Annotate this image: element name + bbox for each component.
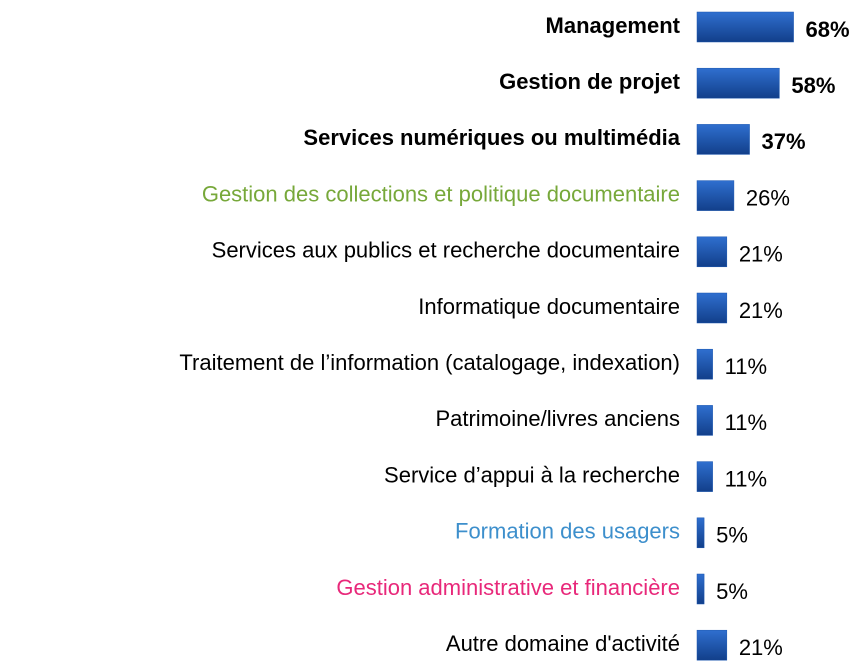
bar: [696, 180, 735, 211]
bar: [696, 405, 713, 436]
bar: [696, 629, 728, 661]
value-label: 21%: [739, 242, 783, 267]
bar: [696, 67, 780, 99]
value-label: 21%: [739, 298, 783, 323]
category-label: Gestion administrative et financière: [336, 575, 680, 600]
value-label: 68%: [806, 17, 850, 42]
value-label: 26%: [746, 185, 790, 210]
bar: [696, 573, 705, 605]
bar: [696, 292, 728, 324]
category-label: Gestion des collections et politique doc…: [202, 181, 680, 206]
bar: [696, 348, 713, 380]
value-label: 37%: [762, 129, 806, 154]
category-label: Patrimoine/livres anciens: [435, 406, 680, 431]
category-label: Autre domaine d'activité: [446, 631, 680, 656]
value-label: 11%: [725, 466, 767, 491]
bar: [696, 124, 750, 155]
value-label: 21%: [739, 635, 783, 660]
bar: [696, 236, 728, 268]
value-label: 58%: [791, 73, 835, 98]
value-label: 11%: [725, 354, 767, 379]
value-label: 5%: [716, 523, 748, 548]
bar: [696, 517, 705, 549]
value-label: 5%: [716, 579, 748, 604]
category-label: Traitement de l’information (catalogage,…: [179, 350, 680, 375]
category-label: Services aux publics et recherche docume…: [212, 238, 680, 263]
category-label: Services numériques ou multimédia: [303, 125, 680, 150]
category-label: Formation des usagers: [455, 519, 680, 544]
category-label: Informatique documentaire: [418, 294, 680, 319]
bar: [696, 11, 794, 43]
category-label: Service d’appui à la recherche: [384, 462, 680, 487]
value-label: 11%: [725, 410, 767, 435]
category-label: Gestion de projet: [499, 69, 681, 94]
category-label: Management: [546, 13, 681, 38]
bar: [696, 461, 713, 492]
